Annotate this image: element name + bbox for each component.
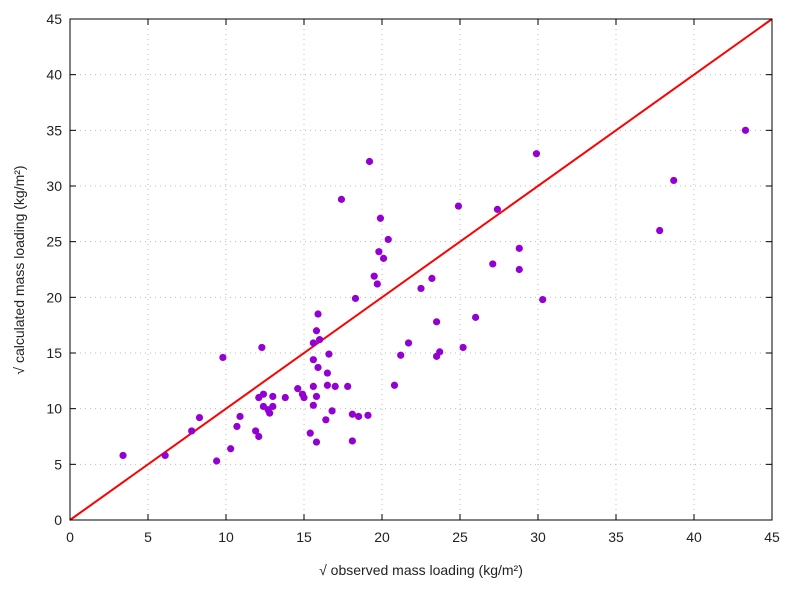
x-tick-label: 0 bbox=[66, 529, 74, 545]
data-point bbox=[515, 265, 523, 274]
data-point bbox=[219, 353, 227, 362]
y-tick-label: 35 bbox=[46, 122, 62, 138]
data-point bbox=[656, 226, 664, 235]
data-point bbox=[269, 392, 277, 401]
data-point bbox=[119, 451, 127, 460]
data-point bbox=[269, 402, 277, 411]
x-axis-label: √ observed mass loading (kg/m²) bbox=[319, 562, 523, 578]
data-point bbox=[489, 260, 497, 268]
x-tick-label: 40 bbox=[686, 529, 702, 545]
data-point bbox=[454, 202, 463, 210]
x-tick-label: 30 bbox=[530, 529, 546, 545]
data-point bbox=[384, 235, 392, 244]
data-point bbox=[300, 393, 308, 402]
data-point bbox=[258, 343, 266, 352]
data-point bbox=[314, 310, 322, 318]
data-point bbox=[376, 214, 385, 222]
data-point bbox=[337, 195, 346, 203]
data-point bbox=[233, 422, 241, 431]
y-tick-label: 45 bbox=[46, 11, 62, 27]
y-tick-label: 30 bbox=[46, 178, 62, 194]
data-point bbox=[309, 382, 317, 390]
y-tick-label: 40 bbox=[46, 67, 62, 83]
data-point bbox=[375, 248, 383, 256]
data-point bbox=[312, 327, 321, 335]
data-point bbox=[236, 412, 244, 421]
data-point bbox=[436, 348, 444, 356]
data-point bbox=[351, 294, 360, 303]
x-tick-label: 15 bbox=[296, 529, 312, 545]
data-point bbox=[323, 381, 331, 389]
reference-line-1to1 bbox=[69, 18, 773, 521]
y-tick-label: 20 bbox=[46, 289, 62, 305]
x-tick-label: 5 bbox=[144, 529, 152, 545]
data-point bbox=[741, 126, 750, 134]
data-point bbox=[364, 411, 372, 419]
grid bbox=[70, 19, 772, 520]
data-point bbox=[306, 429, 314, 437]
data-point bbox=[428, 274, 436, 283]
data-point bbox=[314, 363, 322, 372]
data-point bbox=[539, 295, 547, 304]
data-point bbox=[294, 385, 302, 393]
x-tick-label: 45 bbox=[764, 529, 780, 545]
data-point bbox=[331, 382, 339, 390]
data-point bbox=[493, 205, 502, 213]
data-point bbox=[365, 157, 374, 166]
data-point bbox=[309, 356, 317, 364]
data-point bbox=[266, 409, 274, 417]
axis-ticks: 0 5 10 15 20 25 30 35 40 45 0 5 10 15 20 25 30 35 40 45 bbox=[46, 11, 780, 545]
data-point bbox=[404, 339, 413, 347]
data-point bbox=[433, 318, 441, 326]
data-point bbox=[259, 390, 268, 398]
data-point bbox=[213, 457, 221, 465]
data-point bbox=[472, 313, 480, 321]
data-point bbox=[161, 451, 169, 460]
data-point bbox=[312, 438, 321, 446]
data-point bbox=[309, 339, 317, 347]
data-point bbox=[312, 392, 321, 401]
data-points bbox=[119, 126, 750, 465]
data-point bbox=[459, 343, 467, 352]
plot-frame bbox=[69, 18, 773, 521]
y-tick-label: 10 bbox=[46, 401, 62, 417]
data-point bbox=[328, 407, 336, 415]
data-point bbox=[188, 427, 196, 435]
data-point bbox=[316, 336, 324, 344]
data-point bbox=[255, 432, 263, 441]
y-tick-label: 15 bbox=[46, 345, 62, 361]
data-point bbox=[344, 382, 352, 390]
data-point bbox=[323, 369, 331, 377]
data-point bbox=[309, 401, 317, 409]
x-tick-label: 35 bbox=[608, 529, 624, 545]
data-point bbox=[532, 150, 541, 158]
y-tick-label: 25 bbox=[46, 234, 62, 250]
data-point bbox=[348, 437, 356, 445]
data-point bbox=[515, 244, 523, 252]
data-point bbox=[670, 176, 678, 185]
data-point bbox=[348, 410, 356, 418]
x-tick-label: 20 bbox=[374, 529, 390, 545]
data-point bbox=[281, 393, 289, 402]
data-point bbox=[370, 272, 378, 280]
data-point bbox=[379, 254, 388, 262]
data-point bbox=[195, 413, 204, 422]
data-point bbox=[373, 280, 381, 288]
data-point bbox=[390, 381, 399, 389]
y-tick-label: 5 bbox=[54, 456, 62, 472]
x-tick-label: 10 bbox=[218, 529, 234, 545]
data-point bbox=[325, 350, 333, 358]
data-point bbox=[397, 351, 405, 359]
data-point bbox=[227, 445, 235, 453]
data-point bbox=[355, 412, 363, 421]
y-tick-label: 0 bbox=[54, 512, 62, 528]
data-point bbox=[417, 284, 425, 293]
x-tick-label: 25 bbox=[452, 529, 468, 545]
data-point bbox=[252, 427, 260, 435]
data-point bbox=[322, 416, 330, 424]
y-axis-label: √ calculated mass loading (kg/m²) bbox=[11, 165, 27, 374]
